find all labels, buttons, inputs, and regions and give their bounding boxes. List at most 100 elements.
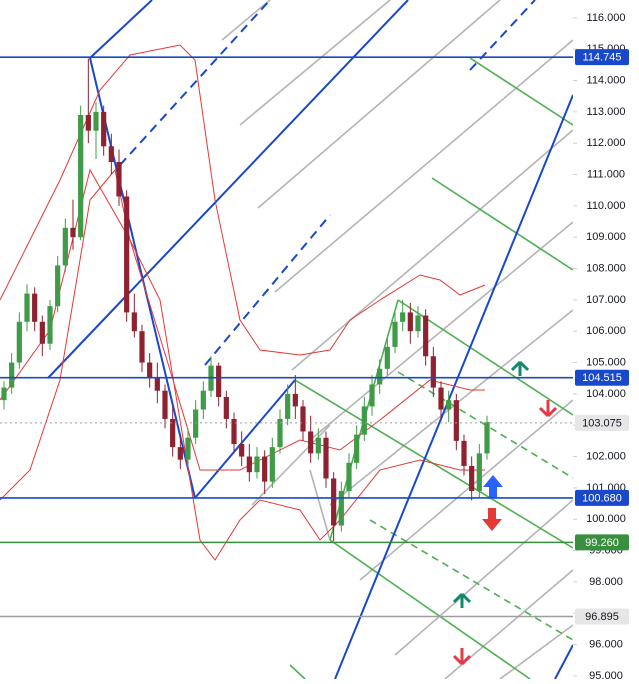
down-arrow	[452, 648, 472, 666]
candle-body	[338, 490, 344, 526]
down-arrow	[538, 400, 558, 418]
candle-body	[185, 437, 191, 460]
blue-dashed-line	[119, 0, 271, 166]
candle-body	[62, 227, 68, 266]
price-label: 100.680	[582, 492, 622, 504]
candle-body	[124, 196, 130, 313]
y-tick-label: 116.000	[587, 12, 626, 24]
candle-body	[108, 146, 114, 162]
price-label-box	[575, 369, 629, 386]
price-axis	[573, 0, 639, 679]
price-label-box	[575, 534, 629, 551]
candle-body	[147, 362, 153, 379]
price-label: 104.515	[582, 372, 622, 384]
candle-body	[254, 456, 260, 473]
candle-body	[1, 387, 7, 401]
candle-body	[331, 478, 337, 526]
blue-dashed-line	[204, 214, 331, 366]
price-label-box	[575, 489, 629, 506]
grey-line	[309, 221, 574, 441]
y-tick-label: 110.000	[587, 200, 626, 212]
candle-body	[377, 368, 383, 385]
y-tick-label: 113.000	[587, 106, 626, 118]
candle-body	[170, 418, 176, 448]
grey-line	[309, 469, 331, 541]
candle-body	[216, 365, 222, 397]
bollinger-bands	[0, 44, 486, 561]
price-label: 103.075	[582, 417, 622, 429]
candle-body	[85, 114, 91, 131]
candle-body	[70, 227, 76, 238]
candle-body	[116, 161, 122, 197]
candle-body	[277, 418, 283, 448]
y-tick-label: 95.000	[589, 670, 623, 679]
y-tick-label: 105.000	[586, 356, 626, 368]
candle-body	[407, 312, 413, 332]
grey-line	[499, 624, 574, 680]
price-label-box	[575, 414, 629, 431]
candle-body	[354, 434, 360, 463]
green-line	[431, 177, 574, 271]
y-tick-label: 102.000	[586, 450, 626, 462]
grey-line	[359, 399, 574, 581]
candle-body	[131, 312, 137, 332]
candle-body	[484, 422, 490, 454]
candle-body	[162, 390, 168, 419]
y-tick-label: 108.000	[586, 262, 626, 274]
signal-arrows	[452, 360, 558, 666]
price-label-box	[575, 49, 629, 66]
candles	[1, 58, 490, 542]
blue-line	[47, 0, 409, 379]
candle-body	[315, 437, 321, 454]
candle-body	[24, 293, 30, 322]
candle-body	[269, 447, 275, 482]
candle-body	[239, 443, 245, 457]
grey-line	[221, 0, 271, 41]
candle-body	[47, 306, 53, 344]
blue-line	[89, 57, 196, 499]
price-label: 99.260	[585, 537, 619, 549]
grey-line	[257, 0, 501, 209]
candle-body	[93, 111, 99, 131]
lower-band	[0, 168, 485, 561]
price-label: 96.895	[585, 611, 619, 623]
price-label-box	[575, 608, 629, 625]
candle-body	[223, 396, 229, 419]
candle-body	[438, 387, 444, 410]
candle-body	[9, 362, 15, 388]
candle-body	[461, 440, 467, 466]
candle-body	[369, 384, 375, 407]
candle-body	[177, 447, 183, 460]
blue-line	[334, 94, 574, 680]
green-line	[289, 664, 306, 680]
candle-body	[39, 321, 45, 344]
up-arrow	[452, 592, 472, 608]
blue-line	[554, 644, 574, 680]
candle-body	[78, 114, 84, 238]
sell-arrow	[482, 508, 502, 531]
candle-body	[139, 331, 145, 363]
candle-body	[346, 462, 352, 491]
candle-body	[292, 393, 298, 407]
y-tick-label: 106.000	[586, 325, 626, 337]
candle-body	[285, 393, 291, 419]
blue-pitchfork	[47, 0, 574, 680]
y-tick-label: 107.000	[586, 294, 626, 306]
candle-body	[55, 265, 61, 307]
middle-band	[0, 168, 485, 471]
candle-body	[262, 456, 268, 482]
candle-body	[415, 315, 421, 332]
price-label: 114.745	[583, 52, 622, 64]
y-tick-label: 100.000	[586, 513, 626, 525]
candle-body	[246, 456, 252, 473]
candle-body	[361, 406, 367, 435]
candle-body	[154, 378, 160, 391]
upper-band	[0, 44, 486, 356]
green-line	[469, 57, 574, 126]
candle-body	[231, 418, 237, 444]
candle-body	[32, 293, 38, 322]
grey-line	[394, 499, 574, 656]
